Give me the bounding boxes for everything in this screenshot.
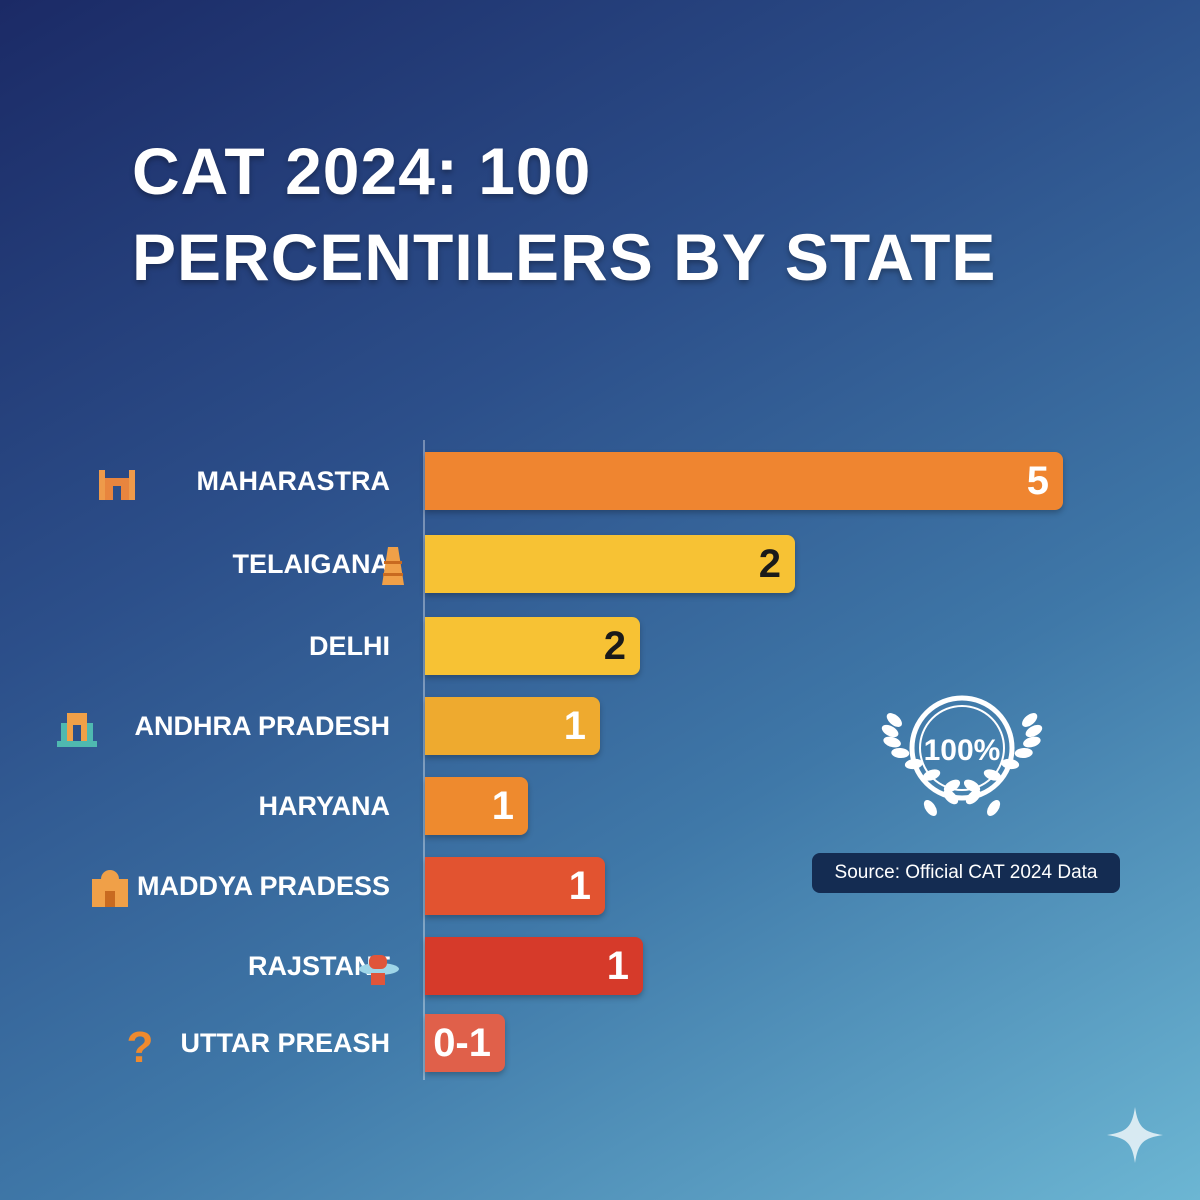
category-label: TELAIGANA (232, 549, 391, 579)
badge-text: 100% (924, 734, 1001, 767)
bar: 2 (425, 617, 640, 675)
gateway-icon (57, 713, 97, 747)
source-note: Source: Official CAT 2024 Data (812, 853, 1120, 893)
category-label: ANDHRA PRADESH (134, 711, 390, 741)
bar: 1 (425, 937, 643, 995)
tower-icon (382, 547, 404, 585)
sparkle-icon (1107, 1107, 1163, 1163)
bar-row: HARYANA 1 (0, 777, 1200, 835)
axis-line (423, 440, 425, 1080)
value-label: 1 (606, 944, 629, 988)
category-label: DELHI (309, 631, 390, 661)
bar: 1 (425, 777, 528, 835)
value-label: 2 (758, 542, 781, 586)
bar-row: DELHI 2 (0, 617, 1200, 675)
question-icon: ? (127, 1023, 154, 1066)
category-label: MADDYA PRADESS (136, 871, 390, 901)
bar: 2 (425, 535, 795, 593)
palace-icon (92, 870, 128, 907)
category-label: HARYANA (258, 791, 390, 821)
laurel-wreath-icon: 100% (881, 695, 1043, 816)
bar-row: MAHARASTRA 5 (0, 452, 1200, 510)
bar-row: RAJSTANT 1 (0, 937, 1200, 995)
bar: 0-1 (425, 1014, 505, 1072)
value-label: 0-1 (433, 1021, 491, 1065)
bar: 1 (425, 857, 605, 915)
title-line-1: CAT 2024: 100 (132, 134, 592, 208)
bar-row: UTTAR PREASH 0-1? (0, 1014, 1200, 1072)
bar-row: MADDYA PRADESS 1 (0, 857, 1200, 915)
value-label: 1 (563, 704, 586, 748)
category-label: UTTAR PREASH (180, 1028, 390, 1058)
value-label: 1 (568, 864, 591, 908)
value-label: 5 (1026, 459, 1049, 503)
bar: 1 (425, 697, 600, 755)
bar: 5 (425, 452, 1063, 510)
monument-icon (99, 470, 135, 500)
value-label: 2 (603, 624, 626, 668)
title-line-2: PERCENTILERS BY STATE (132, 220, 997, 294)
category-label: MAHARASTRA (196, 466, 390, 496)
bar-row: ANDHRA PRADESH 1 (0, 697, 1200, 755)
bar-row: TELAIGANA 2 (0, 535, 1200, 593)
svg-text:?: ? (127, 1023, 154, 1066)
turban-icon (359, 955, 399, 985)
chart-title: CAT 2024: 100 PERCENTILERS BY STATE (132, 128, 996, 300)
value-label: 1 (491, 784, 514, 828)
